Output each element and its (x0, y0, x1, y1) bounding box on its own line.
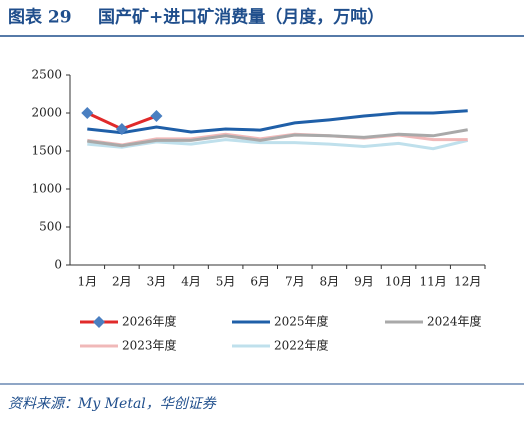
x-tick-label: 10月 (385, 275, 412, 289)
x-tick-label: 4月 (181, 275, 201, 289)
y-tick-label: 1500 (31, 144, 62, 158)
source: 资料来源：My Metal，华创证券 (8, 396, 217, 412)
figure-label: 图表 29 (8, 7, 72, 28)
x-tick-label: 7月 (285, 275, 305, 289)
chart-title: 国产矿+进口矿消费量（月度，万吨） (98, 7, 384, 28)
y-tick-label: 2000 (31, 106, 62, 120)
marker (81, 107, 94, 119)
series-line (87, 138, 469, 151)
legend-label: 2024年度 (427, 314, 482, 329)
legend-label: 2026年度 (122, 314, 177, 329)
legend-label: 2022年度 (274, 338, 329, 353)
legend-marker (93, 316, 105, 328)
y-tick-label: 2500 (31, 68, 62, 82)
x-tick-label: 8月 (320, 275, 340, 289)
x-tick-label: 5月 (216, 275, 236, 289)
legend-label: 2025年度 (274, 314, 329, 329)
y-tick-label: 500 (39, 220, 62, 234)
y-tick-label: 0 (54, 258, 62, 272)
x-tick-label: 6月 (250, 275, 270, 289)
legend-label: 2023年度 (122, 338, 177, 353)
series-line (87, 109, 468, 135)
marker (115, 122, 128, 135)
x-tick-label: 12月 (454, 275, 481, 289)
x-tick-label: 2月 (112, 275, 132, 289)
series-line (87, 128, 468, 148)
x-tick-label: 9月 (354, 275, 374, 289)
x-tick-label: 1月 (77, 275, 97, 289)
x-tick-label: 11月 (419, 275, 446, 289)
x-tick-label: 3月 (147, 275, 167, 289)
marker (150, 110, 163, 123)
y-tick-label: 1000 (31, 182, 62, 196)
